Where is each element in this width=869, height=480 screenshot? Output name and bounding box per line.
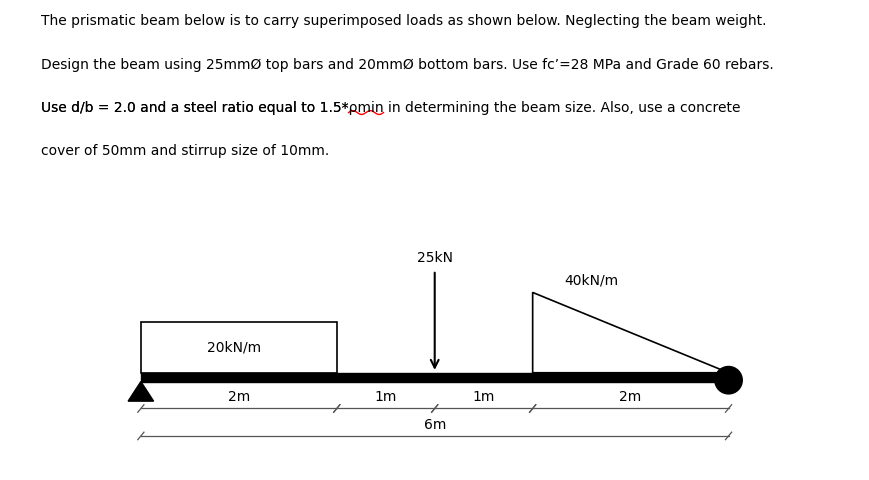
Text: 6m: 6m [423,417,446,431]
Bar [141,322,336,373]
Polygon shape [128,382,154,401]
Bar [141,373,727,382]
Text: 40kN/m: 40kN/m [564,273,618,287]
Text: Design the beam using 25mmØ top bars and 20mmØ bottom bars. Use fc’=28 MPa and G: Design the beam using 25mmØ top bars and… [41,58,773,72]
Text: 25kN: 25kN [416,251,452,264]
Text: 2m: 2m [619,389,641,403]
Text: Use d/b = 2.0 and a steel ratio equal to 1.5*ρmin in determining the beam size. : Use d/b = 2.0 and a steel ratio equal to… [41,101,740,115]
Text: 20kN/m: 20kN/m [207,339,261,354]
Text: Use d/b = 2.0 and a steel ratio equal to 1.5*ρmin: Use d/b = 2.0 and a steel ratio equal to… [41,101,383,115]
Text: 1m: 1m [375,389,396,403]
Text: cover of 50mm and stirrup size of 10mm.: cover of 50mm and stirrup size of 10mm. [41,144,328,158]
Text: 1m: 1m [472,389,494,403]
Circle shape [714,367,741,394]
Text: Use d/b = 2.0 and a steel ratio equal to 1.5*: Use d/b = 2.0 and a steel ratio equal to… [41,101,348,115]
Text: The prismatic beam below is to carry superimposed loads as shown below. Neglecti: The prismatic beam below is to carry sup… [41,14,766,28]
Text: Use d/b = 2.0 and a steel ratio equal to 1.5*: Use d/b = 2.0 and a steel ratio equal to… [41,101,348,115]
Text: 2m: 2m [228,389,249,403]
